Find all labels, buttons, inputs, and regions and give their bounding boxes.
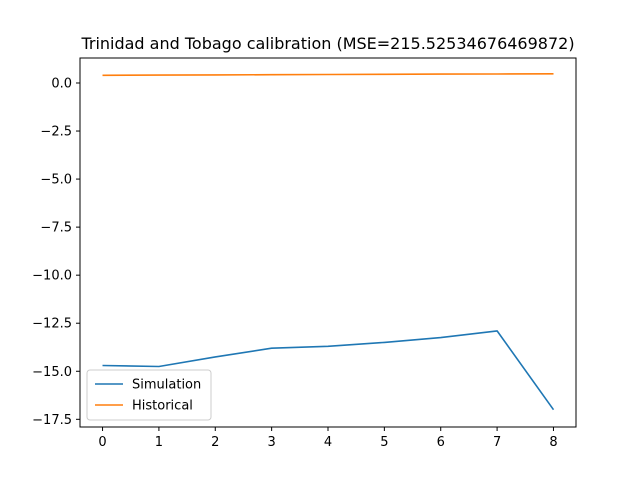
x-tick-label: 3 (267, 435, 275, 450)
legend-box (86, 369, 212, 421)
x-tick-label: 1 (155, 435, 163, 450)
series-layer (102, 73, 555, 411)
series-line-simulation (102, 330, 555, 411)
y-tick-label: −2.5 (40, 125, 72, 140)
y-tick-label: −5.0 (40, 173, 72, 188)
legend-label-historical: Historical (132, 399, 193, 414)
chart-title: Trinidad and Tobago calibration (MSE=215… (80, 34, 574, 53)
y-tick-label: −10.0 (32, 269, 72, 284)
x-tick-label: 6 (437, 435, 445, 450)
y-tick-label: 0.0 (51, 76, 72, 91)
x-tick-label: 7 (493, 435, 501, 450)
x-tick-label: 5 (380, 435, 388, 450)
y-axis: 0.0 −2.5 −5.0 −7.5 −10.0 −12.5 −15.0 −17.5 (32, 76, 80, 428)
y-tick-label: −17.5 (32, 413, 72, 428)
x-tick-label: 8 (549, 435, 557, 450)
plot-frame (79, 57, 577, 428)
y-tick-label: −15.0 (32, 365, 72, 380)
legend-label-simulation: Simulation (132, 378, 201, 393)
series-line-historical (102, 73, 554, 77)
x-axis: 0 1 2 3 4 5 6 7 8 (98, 427, 558, 450)
x-tick-label: 2 (211, 435, 219, 450)
y-tick-label: −7.5 (40, 221, 72, 236)
legend: Simulation Historical (86, 369, 212, 421)
y-tick-label: −12.5 (32, 317, 72, 332)
x-tick-label: 0 (98, 435, 106, 450)
x-tick-label: 4 (324, 435, 332, 450)
